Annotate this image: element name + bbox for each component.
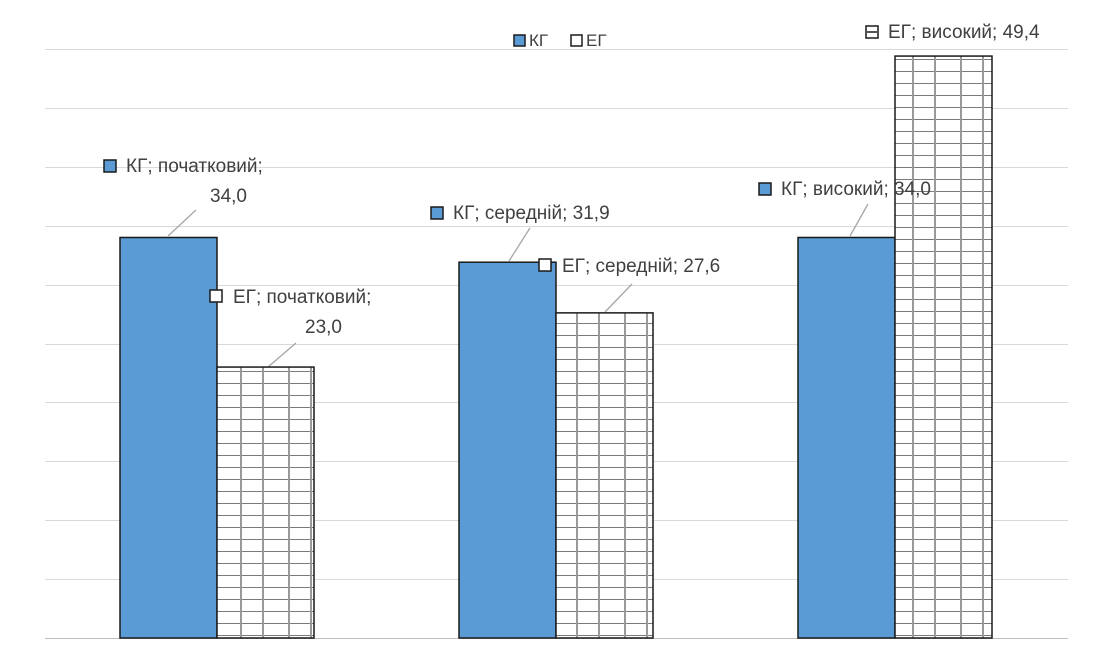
- data-label: ЕГ; середній; 27,6: [562, 256, 720, 277]
- legend-key-eg: [538, 258, 552, 272]
- legend-label-eg: ЕГ: [586, 31, 607, 50]
- legend: КГ ЕГ: [513, 31, 607, 50]
- data-label: ЕГ; високий; 49,4: [888, 22, 1040, 43]
- data-labels: КГ; початковий; 34,0 КГ; середній; 31,9 КГ;…: [103, 22, 1040, 338]
- bar-kg-2: [797, 236, 896, 639]
- leader-lines: [167, 203, 869, 368]
- bar-eg-2: [894, 55, 993, 639]
- legend-key-kg: [103, 159, 117, 173]
- bar-kg-0: [119, 236, 218, 639]
- data-label: КГ; початковий;: [126, 156, 263, 177]
- legend-marker-kg: [513, 34, 526, 47]
- data-label: КГ; середній; 31,9: [453, 203, 610, 224]
- bar-eg-1: [555, 312, 654, 639]
- legend-key-kg: [758, 182, 772, 196]
- bars: [119, 55, 993, 639]
- bar-eg-0: [216, 366, 315, 639]
- data-label-value: 34,0: [210, 186, 247, 207]
- leader-line: [167, 209, 197, 237]
- data-label: ЕГ; початковий;: [233, 287, 371, 308]
- data-label-value: 23,0: [305, 317, 342, 338]
- legend-key-eg: [209, 289, 223, 303]
- leader-line: [508, 227, 531, 262]
- legend-label-kg: КГ: [529, 31, 548, 50]
- bar-kg-1: [458, 261, 557, 639]
- legend-key-kg: [430, 206, 444, 220]
- legend-marker-eg: [570, 34, 583, 47]
- leader-line: [849, 203, 869, 237]
- leader-line: [267, 342, 297, 368]
- leader-line: [604, 283, 633, 313]
- data-label: КГ; високий; 34,0: [781, 179, 931, 200]
